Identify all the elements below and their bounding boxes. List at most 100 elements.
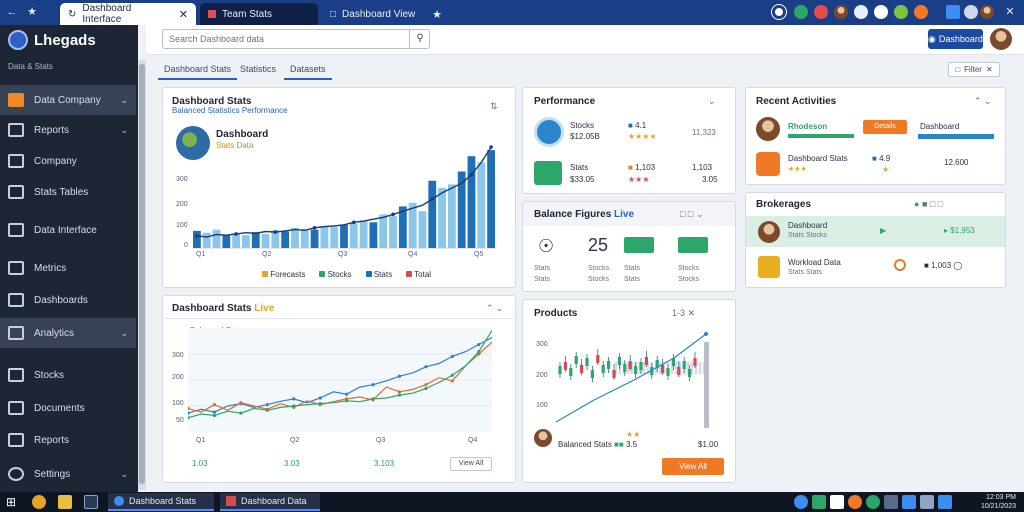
card-controls[interactable]: □ □ ⌄ [680,209,704,219]
candle-body [607,361,611,369]
tab-datasets[interactable]: Datasets [284,62,332,80]
y-tick: 300 [172,352,184,359]
sidebar-item-stocks[interactable]: Stocks [0,360,136,390]
tab-dashboard-stats[interactable]: Dashboard Stats [158,62,238,80]
collapse-icon[interactable]: ⌃ ⌄ [974,96,992,106]
sidebar-item-company[interactable]: Company [0,146,136,176]
sidebar-item-settings[interactable]: Settings ⌄ [0,459,136,489]
chart-bar [320,225,329,248]
extension-icon[interactable] [946,5,960,19]
series-point [318,402,322,406]
star-icon[interactable]: ★ [27,6,37,18]
tray-icon[interactable] [938,495,952,509]
profile-avatar[interactable] [980,5,994,19]
y-tick: 300 [536,341,548,348]
tray-icon[interactable] [830,495,844,509]
sidebar-item-dashboards[interactable]: Dashboards [0,285,136,315]
profile-avatar[interactable] [834,5,848,19]
sidebar-item-metrics[interactable]: Metrics [0,253,136,283]
extension-icon[interactable] [854,5,868,19]
browser-tab-active[interactable]: ↻ Dashboard Interface ✕ [60,3,196,25]
footer-value: 1.03 [192,459,208,468]
app-icon [114,496,124,506]
extension-icon[interactable] [874,5,888,19]
browser-tab[interactable]: □ Dashboard View ★ [322,3,450,25]
highlight-row[interactable] [746,216,1005,247]
sidebar-item-data-company[interactable]: Data Company ⌄ [0,85,136,115]
series-point [239,401,243,405]
extension-icon[interactable] [814,5,828,19]
series-point [424,383,428,387]
stat-subtitle: Stats Data [216,141,254,150]
y-tick: 100 [536,402,548,409]
kpi-label: Stats [624,265,640,272]
tab-statistics[interactable]: Statistics [240,64,277,74]
sidebar-item-analytics[interactable]: Analytics ⌄ [0,318,136,348]
series-point [477,350,481,354]
sidebar-item-documents[interactable]: Documents [0,393,136,423]
view-all-button[interactable]: View All [450,457,492,471]
tray-icon[interactable] [920,495,934,509]
user-avatar[interactable] [990,28,1012,50]
tray-icon[interactable] [866,495,880,509]
browser-tab[interactable]: Team Stats [200,3,318,25]
windows-start-icon[interactable]: ⊞ [6,495,17,509]
trend-point [489,145,493,149]
series-point [397,374,402,378]
filter-button[interactable]: □ Filter ✕ [948,62,1000,77]
stats-right: 3.05 [702,175,718,184]
details-button[interactable]: Details [863,120,907,134]
tray-icon[interactable] [848,495,862,509]
stats-label: Stats [570,163,589,172]
browser-icon[interactable] [32,495,46,509]
view-all-button[interactable]: View All [662,458,724,475]
chevron-down-icon[interactable]: ⌄ [708,96,716,106]
taskbar-item[interactable]: Dashboard Data [220,493,320,511]
tab-icon [208,10,216,18]
star-icon[interactable]: ★ [432,8,442,21]
series-point [292,404,296,408]
logo-icon [8,30,28,50]
candle-body [666,368,670,376]
app-logo[interactable]: Lhegads [8,30,96,50]
tray-icon[interactable] [902,495,916,509]
menu-icon[interactable]: ✕ [1005,6,1015,18]
sidebar-item-reports-2[interactable]: Reports [0,425,136,455]
extension-icon[interactable] [772,5,786,19]
scrollbar-thumb[interactable] [139,64,145,484]
extension-icon[interactable] [794,5,808,19]
collapse-icon[interactable]: ⌃ ⌄ [486,303,504,313]
card-title: Dashboard Stats Live [172,303,275,314]
extension-icon[interactable] [894,5,908,19]
app-icon[interactable] [84,495,98,509]
sidebar-item-stats-tables[interactable]: Stats Tables [0,177,136,207]
tray-icon[interactable] [794,495,808,509]
kpi-bar-icon [678,237,708,253]
star-icon: ★ [882,165,890,174]
search-icon[interactable]: ⚲ [409,29,430,49]
search-input[interactable] [162,29,430,49]
dashboard-button[interactable]: ◉ Dashboard [928,29,983,49]
sidebar-item-reports[interactable]: Reports ⌄ [0,115,136,145]
document-icon [8,223,24,237]
back-icon[interactable]: ← [6,6,18,18]
chart-bar [212,229,221,248]
sidebar-item-label: Reports [34,124,70,136]
close-icon[interactable]: ✕ [178,8,188,21]
tray-icon[interactable] [884,495,898,509]
kpi-sub: Stats [624,276,640,283]
taskbar-item[interactable]: Dashboard Stats [108,493,214,511]
folder-icon[interactable] [58,495,72,509]
expand-icon[interactable]: ⇅ [490,101,498,111]
chart-bar [428,180,437,248]
system-clock[interactable]: 12:03 PM 10/21/2023 [960,493,1016,511]
chart-bar [389,216,397,248]
pagination[interactable]: 1-3 ✕ [672,308,696,318]
extension-icon[interactable] [964,5,978,19]
card-controls[interactable]: ● ■ □ □ [914,199,944,209]
sidebar-item-data-interface[interactable]: Data Interface [0,215,136,245]
extension-icon[interactable] [914,5,928,19]
tray-icon[interactable] [812,495,826,509]
trend-point [273,230,278,234]
trend-point [391,212,395,217]
